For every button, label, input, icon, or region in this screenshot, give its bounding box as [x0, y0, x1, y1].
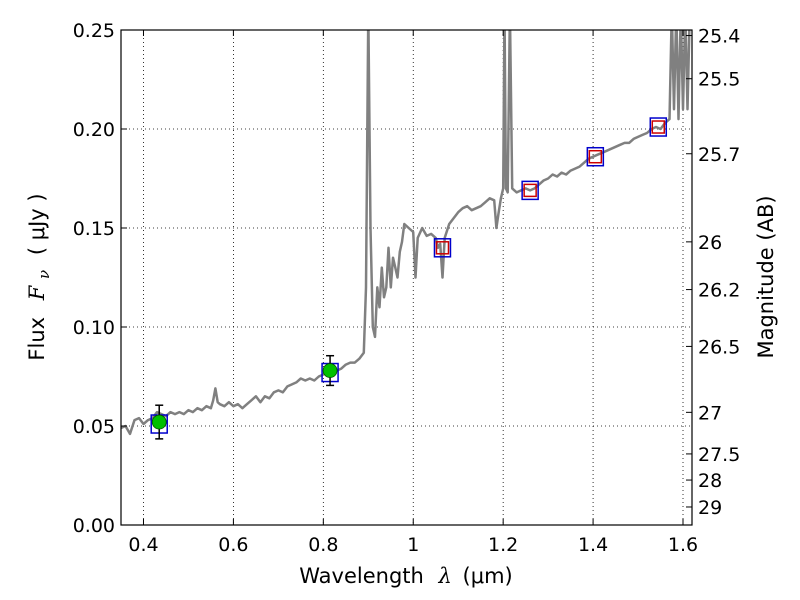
y2-tick-label-4: 26.2 — [698, 280, 740, 302]
x-tick-label-0: 0.4 — [128, 534, 158, 556]
grid — [121, 29, 692, 526]
x-axis-symbol: λ — [438, 564, 452, 588]
y-axis-title: Flux F ν ( μJy ) — [25, 193, 54, 360]
model-photometry-blue-2 — [433, 238, 452, 258]
model-photometry-red-2 — [588, 149, 603, 164]
x-tick-label-3: 1 — [407, 534, 419, 556]
ticks: 0.4 0.6 0.8 1 1.2 1.4 1.6 0.00 0.05 0.10 0.15 0.20 0… — [73, 20, 741, 556]
x-tick-label-2: 0.8 — [308, 534, 338, 556]
plot-background — [121, 30, 692, 525]
y-tick-label-3: 0.15 — [73, 218, 115, 240]
x-axis-title: Wavelength λ (μm) — [299, 564, 512, 588]
y-tick-label-5: 0.25 — [73, 20, 115, 42]
x-axis-unit: (μm) — [463, 564, 513, 588]
y2-tick-label-6: 27 — [698, 402, 722, 424]
model-photometry-red-3 — [651, 120, 666, 134]
y2-tick-label-9: 29 — [698, 497, 722, 519]
y-tick-label-0: 0.00 — [73, 515, 115, 537]
observed-point-1 — [322, 363, 338, 378]
x-axis-label: Wavelength — [299, 564, 424, 588]
y-axis-unit: ( μJy ) — [25, 193, 49, 255]
y2-tick-label-8: 28 — [698, 470, 722, 492]
x-tick-label-4: 1.2 — [488, 534, 518, 556]
x-tick-label-5: 1.4 — [578, 534, 608, 556]
model-photometry-blue-4 — [586, 146, 605, 167]
y-axis-label: Flux — [25, 317, 49, 361]
y-tick-label-2: 0.10 — [73, 317, 115, 339]
y2-tick-label-2: 25.7 — [698, 144, 740, 166]
y2-tick-label-0: 25.4 — [698, 26, 740, 48]
y-tick-label-4: 0.20 — [73, 119, 115, 141]
y-axis-symbol: F — [25, 284, 49, 301]
marker-layer — [150, 117, 668, 440]
y2-tick-label-7: 27.5 — [698, 444, 740, 466]
x-tick-label-1: 0.6 — [218, 534, 248, 556]
y2-tick-label-1: 25.5 — [698, 69, 740, 91]
y-tick-label-1: 0.05 — [73, 416, 115, 438]
model-photometry-red-1 — [523, 183, 537, 198]
y2-axis-title: Magnitude (AB) — [754, 195, 778, 358]
plot-frame — [120, 29, 693, 526]
x-tick-label-6: 1.6 — [668, 534, 698, 556]
observed-point-0 — [151, 414, 167, 430]
y-axis-subscript: ν — [35, 270, 53, 279]
y2-tick-label-5: 26.5 — [698, 336, 740, 358]
model-photometry-blue-5 — [649, 117, 668, 137]
y2-tick-label-3: 26 — [698, 232, 722, 254]
model-photometry-blue-3 — [521, 180, 539, 201]
model-photometry-red-0 — [435, 241, 450, 255]
